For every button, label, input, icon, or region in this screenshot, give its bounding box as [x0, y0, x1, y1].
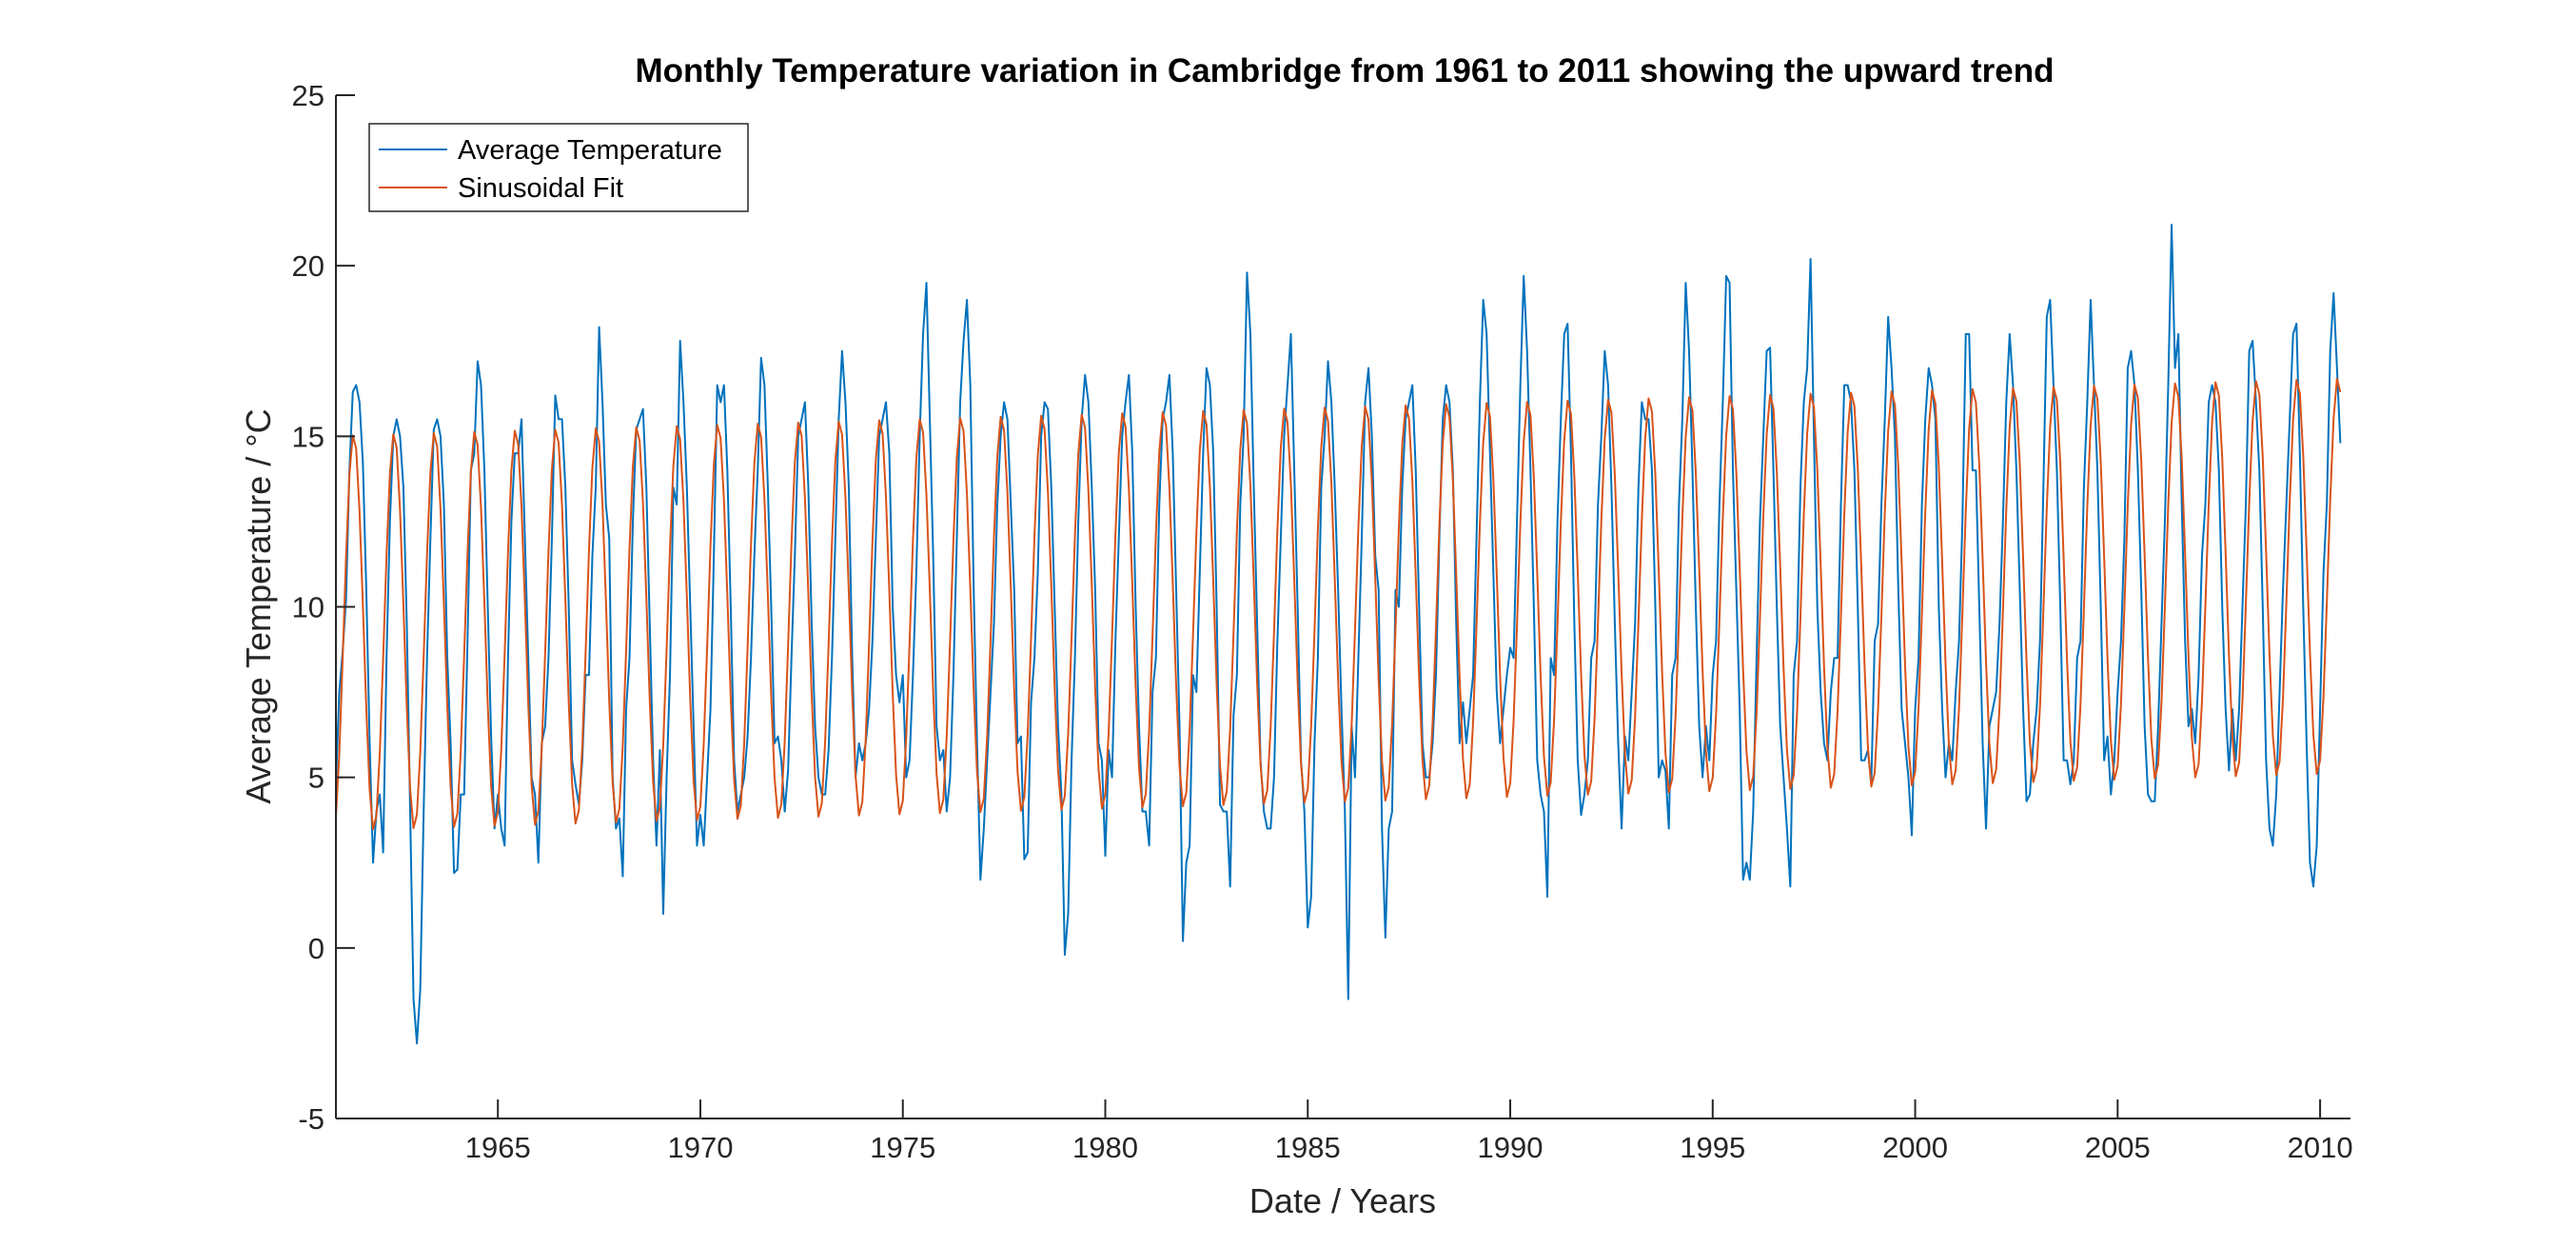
y-tick-label: 25 — [292, 79, 324, 112]
y-tick-label: 15 — [292, 420, 324, 453]
x-tick-label: 1985 — [1275, 1131, 1341, 1164]
legend: Average Temperature Sinusoidal Fit — [368, 123, 749, 212]
x-tick-label: 1980 — [1072, 1131, 1138, 1164]
x-axis-label: Date / Years — [1249, 1181, 1436, 1220]
x-tick-label: 1970 — [667, 1131, 733, 1164]
chart-title: Monthly Temperature variation in Cambrid… — [635, 52, 2054, 89]
y-axis-label: Average Temperature / °C — [239, 408, 278, 803]
plot-area — [336, 224, 2342, 1045]
y-tick-label: 20 — [292, 249, 324, 283]
legend-label-average-temperature: Average Temperature — [458, 135, 722, 166]
x-tick-label: 2005 — [2085, 1131, 2151, 1164]
y-tick-label: 5 — [308, 762, 324, 795]
axes: 1965 1970 1975 1980 1985 1990 1995 2000 2005 2010… — [292, 79, 2353, 1164]
x-tick-label: 2010 — [2288, 1131, 2353, 1164]
x-tick-label: 1995 — [1680, 1131, 1745, 1164]
x-tick-label: 1965 — [465, 1131, 531, 1164]
legend-label-sinusoidal-fit: Sinusoidal Fit — [458, 173, 623, 204]
x-tick-label: 1975 — [870, 1131, 935, 1164]
series-layer — [336, 224, 2342, 1045]
y-tick-label: 0 — [308, 932, 324, 965]
series-line-average-temperature — [336, 224, 2342, 1045]
y-tick-label: -5 — [298, 1102, 324, 1136]
legend-box — [368, 123, 749, 212]
x-tick-label: 2000 — [1882, 1131, 1948, 1164]
x-tick-label: 1990 — [1478, 1131, 1544, 1164]
y-ticks: -5 0 5 10 15 20 25 — [292, 79, 355, 1136]
y-tick-label: 10 — [292, 591, 324, 624]
x-ticks: 1965 1970 1975 1980 1985 1990 1995 2000 2005 2010 — [465, 1099, 2353, 1164]
series-line-sinusoidal-fit — [336, 377, 2342, 831]
